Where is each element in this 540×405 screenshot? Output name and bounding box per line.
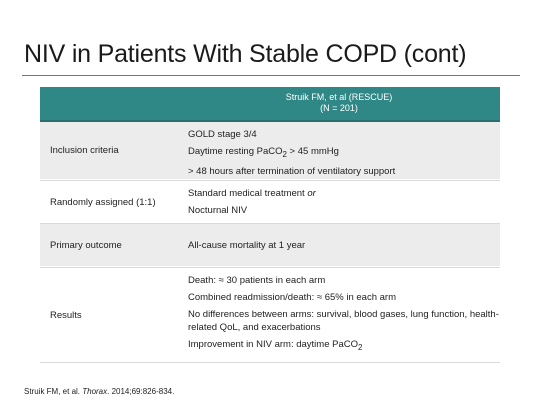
header-study-name: Struik FM, et al (RESCUE) — [285, 92, 393, 102]
row-values: GOLD stage 3/4 Daytime resting PaCO2 > 4… — [178, 122, 500, 179]
header-empty-cell — [40, 87, 178, 120]
row-label: Results — [50, 309, 82, 321]
table-row-inclusion: Inclusion criteria GOLD stage 3/4 Daytim… — [40, 122, 500, 180]
table-row-randomization: Randomly assigned (1:1) Standard medical… — [40, 180, 500, 224]
row-values: Death: ≈ 30 patients in each arm Combine… — [178, 268, 500, 362]
header-study-cell: Struik FM, et al (RESCUE) (N = 201) — [178, 87, 500, 120]
row-value-line: Standard medical treatment or — [188, 188, 316, 199]
header-sample-size: (N = 201) — [320, 103, 358, 113]
row-value-line: No differences between arms: survival, b… — [188, 309, 499, 333]
slide-title: NIV in Patients With Stable COPD (cont) — [24, 40, 467, 68]
row-label: Inclusion criteria — [50, 145, 119, 156]
row-value-line: All-cause mortality at 1 year — [188, 239, 306, 251]
row-value-line: Death: ≈ 30 patients in each arm — [188, 275, 326, 286]
row-value-line: > 48 hours after termination of ventilat… — [188, 165, 396, 177]
row-value-line: Daytime resting PaCO2 > 45 mmHg — [188, 146, 339, 159]
row-value-line: Nocturnal NIV — [188, 205, 248, 216]
title-divider — [22, 75, 520, 76]
table-row-primary-outcome: Primary outcome All-cause mortality at 1… — [40, 224, 500, 267]
study-table: Struik FM, et al (RESCUE) (N = 201) Incl… — [40, 87, 500, 363]
row-value-line: Combined readmission/death: ≈ 65% in eac… — [188, 292, 396, 303]
row-label: Primary outcome — [50, 239, 122, 251]
table-header: Struik FM, et al (RESCUE) (N = 201) — [40, 87, 500, 122]
row-values: Standard medical treatment or Nocturnal … — [178, 181, 500, 223]
citation: Struik FM, et al. Thorax. 2014;69:826-83… — [24, 387, 175, 396]
table-row-results: Results Death: ≈ 30 patients in each arm… — [40, 267, 500, 363]
row-label: Randomly assigned (1:1) — [50, 196, 156, 208]
row-value-line: Improvement in NIV arm: daytime PaCO2 — [188, 339, 363, 352]
row-values: All-cause mortality at 1 year — [178, 224, 500, 266]
row-value-line: GOLD stage 3/4 — [188, 129, 257, 140]
